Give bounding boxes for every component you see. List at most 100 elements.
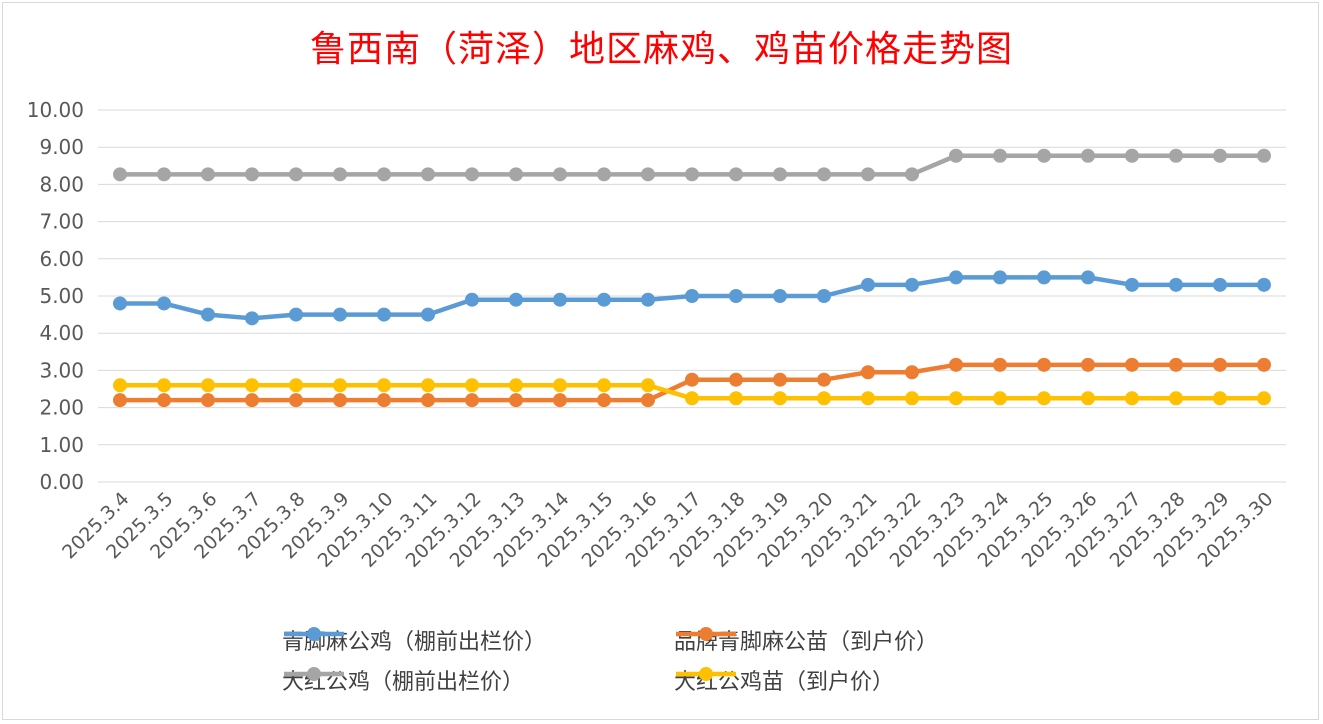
legend-swatch xyxy=(284,627,344,641)
data-point xyxy=(1169,148,1183,163)
data-point xyxy=(201,167,215,182)
data-point xyxy=(465,378,479,393)
data-point xyxy=(421,167,435,182)
data-point xyxy=(1257,391,1271,406)
data-point xyxy=(597,292,611,307)
data-point xyxy=(949,357,963,372)
data-point xyxy=(245,167,259,182)
data-point xyxy=(773,372,787,387)
data-point xyxy=(685,391,699,406)
data-point xyxy=(1257,277,1271,292)
data-point xyxy=(773,391,787,406)
data-point xyxy=(861,391,875,406)
data-point xyxy=(641,393,655,408)
data-point xyxy=(377,393,391,408)
data-point xyxy=(993,148,1007,163)
data-point xyxy=(377,167,391,182)
data-point xyxy=(1125,277,1139,292)
data-point xyxy=(465,167,479,182)
data-point xyxy=(421,393,435,408)
data-point xyxy=(597,167,611,182)
legend-item: 青脚麻公鸡（棚前出栏价） xyxy=(282,622,546,658)
data-point xyxy=(509,393,523,408)
data-point xyxy=(1257,148,1271,163)
data-point xyxy=(553,292,567,307)
data-point xyxy=(1213,357,1227,372)
legend-swatch xyxy=(676,667,736,681)
y-tick-label: 2.00 xyxy=(39,396,84,420)
data-point xyxy=(1125,148,1139,163)
data-point xyxy=(1169,357,1183,372)
data-point xyxy=(993,270,1007,285)
data-point xyxy=(949,148,963,163)
y-tick-label: 3.00 xyxy=(39,358,84,382)
data-point xyxy=(685,372,699,387)
chart-title: 鲁西南（菏泽）地区麻鸡、鸡苗价格走势图 xyxy=(309,29,1013,70)
y-tick-label: 4.00 xyxy=(39,321,84,345)
data-point xyxy=(421,378,435,393)
data-point xyxy=(553,167,567,182)
data-point xyxy=(333,167,347,182)
data-point xyxy=(949,391,963,406)
data-point xyxy=(1037,270,1051,285)
data-point xyxy=(817,289,831,303)
data-point xyxy=(641,167,655,182)
data-point xyxy=(773,289,787,303)
legend-swatch xyxy=(676,627,736,641)
data-point xyxy=(333,378,347,393)
data-point xyxy=(465,292,479,307)
data-point xyxy=(993,357,1007,372)
data-point xyxy=(1081,270,1095,285)
data-point xyxy=(333,307,347,322)
y-tick-label: 7.00 xyxy=(39,210,84,234)
data-point xyxy=(905,365,919,380)
legend-item: 大红公鸡苗（到户价） xyxy=(674,662,894,698)
y-tick-label: 1.00 xyxy=(39,433,84,457)
data-point xyxy=(289,393,303,408)
data-point xyxy=(729,167,743,182)
data-point xyxy=(1037,357,1051,372)
data-point xyxy=(201,378,215,393)
data-point xyxy=(861,365,875,380)
data-point xyxy=(905,391,919,406)
data-point xyxy=(113,167,127,182)
data-point xyxy=(113,296,127,311)
data-point xyxy=(817,372,831,387)
data-point xyxy=(421,307,435,322)
legend-marker xyxy=(699,627,713,641)
data-point xyxy=(597,393,611,408)
data-point xyxy=(773,167,787,182)
data-point xyxy=(289,378,303,393)
data-point xyxy=(157,378,171,393)
data-point xyxy=(641,292,655,307)
y-tick-label: 10.00 xyxy=(27,98,84,122)
data-point xyxy=(289,167,303,182)
data-point xyxy=(993,391,1007,406)
data-point xyxy=(597,378,611,393)
data-point xyxy=(905,167,919,182)
data-point xyxy=(509,378,523,393)
data-point xyxy=(245,311,259,326)
data-point xyxy=(333,393,347,408)
legend-item: 大红公鸡（棚前出栏价） xyxy=(282,662,524,698)
data-point xyxy=(1257,357,1271,372)
legend-marker xyxy=(699,667,713,681)
data-point xyxy=(1213,148,1227,163)
data-point xyxy=(685,289,699,303)
data-point xyxy=(861,277,875,292)
data-point xyxy=(465,393,479,408)
data-point xyxy=(377,378,391,393)
data-point xyxy=(245,378,259,393)
data-point xyxy=(157,296,171,311)
data-point xyxy=(1213,391,1227,406)
data-point xyxy=(245,393,259,408)
data-point xyxy=(1037,148,1051,163)
legend-swatch xyxy=(284,667,344,681)
legend-marker xyxy=(307,667,321,681)
data-point xyxy=(157,393,171,408)
data-point xyxy=(729,289,743,303)
data-point xyxy=(1125,391,1139,406)
data-point xyxy=(113,378,127,393)
data-point xyxy=(949,270,963,285)
